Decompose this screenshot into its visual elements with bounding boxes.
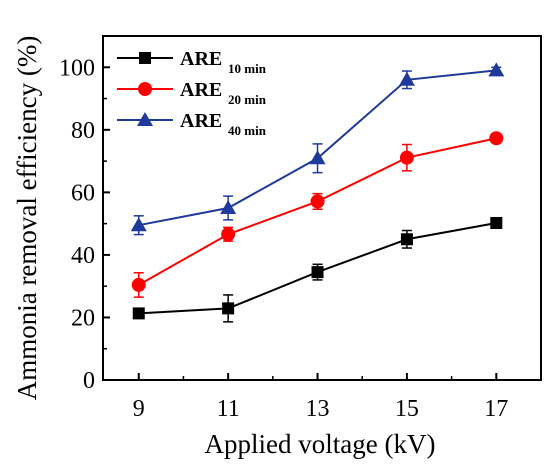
series-10-min xyxy=(132,217,503,323)
data-point xyxy=(311,266,324,279)
data-point xyxy=(309,150,326,165)
data-point xyxy=(399,150,414,165)
series-20-min xyxy=(131,131,504,298)
legend-label-subscript: 10 min xyxy=(228,61,267,76)
data-point xyxy=(130,217,147,232)
legend: ARE 10 min ARE 20 min ARE 40 min xyxy=(117,48,267,138)
legend-entry: ARE 40 min xyxy=(117,110,267,138)
legend-marker xyxy=(138,82,152,96)
data-point xyxy=(221,227,236,242)
axis-ticks: 9 11 13 15 17 0 20 40 60 80 100 xyxy=(59,35,508,422)
x-axis-title: Applied voltage (kV) xyxy=(205,429,436,459)
legend-label-subscript: 20 min xyxy=(228,92,267,107)
x-tick-label: 13 xyxy=(306,396,330,422)
data-point xyxy=(222,302,235,315)
x-tick-label: 15 xyxy=(395,396,419,422)
data-point xyxy=(131,277,146,292)
y-tick-label: 60 xyxy=(71,180,95,206)
x-tick-label: 17 xyxy=(484,396,508,422)
x-tick-label: 9 xyxy=(133,396,145,422)
legend-entry: ARE 20 min xyxy=(117,79,267,107)
y-tick-label: 40 xyxy=(71,243,95,269)
x-tick-label: 11 xyxy=(217,396,240,422)
data-point xyxy=(310,194,325,209)
data-point xyxy=(398,71,415,86)
axes-frame xyxy=(102,35,542,381)
y-tick-label: 20 xyxy=(71,305,95,331)
legend-label: ARE xyxy=(180,48,222,70)
y-tick-label: 80 xyxy=(71,118,95,144)
data-point xyxy=(489,131,504,146)
data-point xyxy=(220,200,237,214)
series-40-min xyxy=(130,62,505,236)
legend-entry: ARE 10 min xyxy=(117,48,267,76)
series-layer xyxy=(130,62,505,323)
data-point xyxy=(132,307,145,320)
data-point xyxy=(488,62,505,77)
legend-label: ARE xyxy=(180,79,222,101)
legend-label-subscript: 40 min xyxy=(228,123,267,138)
data-point xyxy=(400,233,413,246)
plot-frame xyxy=(102,35,542,381)
legend-marker xyxy=(139,52,151,64)
data-point xyxy=(490,217,503,230)
y-tick-label: 0 xyxy=(83,368,95,394)
legend-marker xyxy=(137,112,153,126)
y-tick-label: 100 xyxy=(59,55,95,81)
y-axis-title: Ammonia removal efficiency (%) xyxy=(12,36,42,401)
legend-label: ARE xyxy=(180,110,222,132)
